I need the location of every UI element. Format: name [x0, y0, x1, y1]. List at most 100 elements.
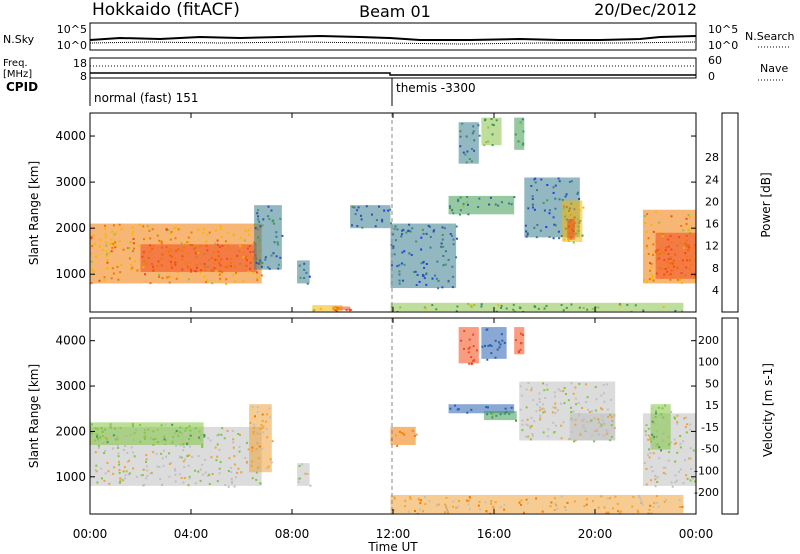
power-cell — [216, 239, 219, 242]
power-cell — [459, 135, 462, 138]
power-cell — [122, 248, 125, 251]
power-cell — [565, 306, 568, 309]
power-cell — [666, 270, 669, 273]
power-cell — [642, 309, 645, 312]
velocity-cell — [555, 424, 557, 427]
velocity-cell — [544, 397, 547, 400]
power-cell — [473, 149, 475, 152]
power-cell — [517, 140, 520, 143]
power-cell — [452, 212, 455, 215]
velocity-cell — [201, 446, 204, 448]
velocity-cell — [198, 436, 201, 439]
velocity-cell — [106, 461, 109, 464]
power-cell — [500, 304, 503, 307]
cpid-label: CPID — [6, 80, 38, 94]
velocity-cell — [117, 455, 120, 458]
velocity-cell — [184, 429, 187, 432]
velocity-cell — [188, 477, 191, 480]
velocity-cell — [487, 344, 490, 347]
velocity-cell — [209, 439, 212, 442]
power-cell — [505, 307, 508, 310]
velocity-cell — [437, 503, 440, 506]
velocity-cell — [231, 480, 234, 483]
power-cell — [658, 248, 661, 251]
power-cell — [234, 265, 237, 268]
power-cell — [202, 228, 205, 231]
power-cell — [658, 257, 661, 260]
power-cell — [216, 258, 219, 261]
velocity-cell — [590, 410, 593, 413]
velocity-cell — [125, 470, 128, 473]
power-cell — [378, 205, 381, 208]
power-cell — [466, 150, 469, 153]
power-cell — [652, 230, 655, 233]
power-cell — [394, 225, 397, 228]
velocity-cell — [229, 466, 232, 469]
power-cell — [149, 237, 152, 240]
velocity-cell — [152, 430, 155, 433]
nsky-panel: N.Sky 10^5 10^0 N.Search 10^5 10^0 — [3, 22, 795, 52]
velocity-cell — [265, 420, 268, 423]
velocity-cell — [230, 471, 233, 474]
power-cell — [674, 309, 677, 312]
velocity-cell — [535, 410, 538, 413]
velocity-cell — [530, 389, 533, 392]
power-cell — [131, 226, 134, 229]
power-cell — [500, 201, 503, 204]
power-cell — [142, 251, 145, 254]
velocity-cell — [108, 482, 111, 485]
velocity-cell — [645, 483, 648, 486]
power-cell — [694, 244, 696, 247]
time-tick-label: 00:00 — [679, 527, 714, 541]
power-cell — [452, 275, 455, 278]
velocity-cell — [530, 387, 533, 390]
velocity-cell — [140, 474, 143, 477]
power-cell — [546, 184, 549, 186]
velocity-cell — [469, 497, 472, 500]
power-cell — [552, 186, 555, 189]
velocity-cell — [647, 434, 650, 437]
velocity-cell — [118, 460, 120, 463]
velocity-cell — [631, 505, 634, 508]
power-cell — [113, 233, 116, 236]
power-cell — [449, 233, 452, 235]
velocity-colorbar-tick: 200 — [698, 334, 719, 347]
velocity-cell — [95, 464, 98, 467]
power-cell — [166, 276, 169, 279]
velocity-cell — [648, 456, 651, 459]
velocity-cell — [542, 382, 544, 385]
velocity-cell — [130, 446, 133, 449]
velocity-cell — [503, 412, 506, 415]
velocity-cell — [603, 392, 606, 395]
velocity-cell — [542, 431, 545, 434]
power-cell — [197, 228, 200, 231]
power-cell — [435, 277, 438, 280]
velocity-cell — [233, 463, 236, 466]
power-cell — [110, 238, 113, 241]
power-cell — [573, 223, 576, 225]
velocity-cell — [614, 495, 617, 498]
power-cell — [152, 265, 154, 268]
velocity-cell — [499, 506, 502, 509]
velocity-cell — [399, 430, 401, 433]
power-cell — [357, 206, 360, 209]
power-cell — [142, 225, 145, 228]
power-cell — [131, 250, 134, 253]
power-cell — [519, 122, 522, 125]
velocity-ytick-label: 3000 — [55, 379, 86, 393]
velocity-cell — [530, 424, 533, 427]
velocity-cell — [297, 477, 300, 480]
velocity-cell — [529, 427, 532, 430]
power-colorbar-tick: 28 — [705, 151, 719, 164]
power-cell — [152, 268, 155, 271]
velocity-cell — [530, 417, 533, 420]
velocity-cell — [582, 424, 585, 426]
power-cell — [235, 272, 238, 274]
power-cell — [247, 229, 250, 232]
power-cell — [536, 224, 539, 226]
power-cell — [276, 241, 279, 244]
velocity-cell — [150, 471, 153, 474]
velocity-cell — [467, 499, 470, 502]
power-cell — [170, 231, 173, 233]
velocity-cell — [156, 427, 159, 430]
